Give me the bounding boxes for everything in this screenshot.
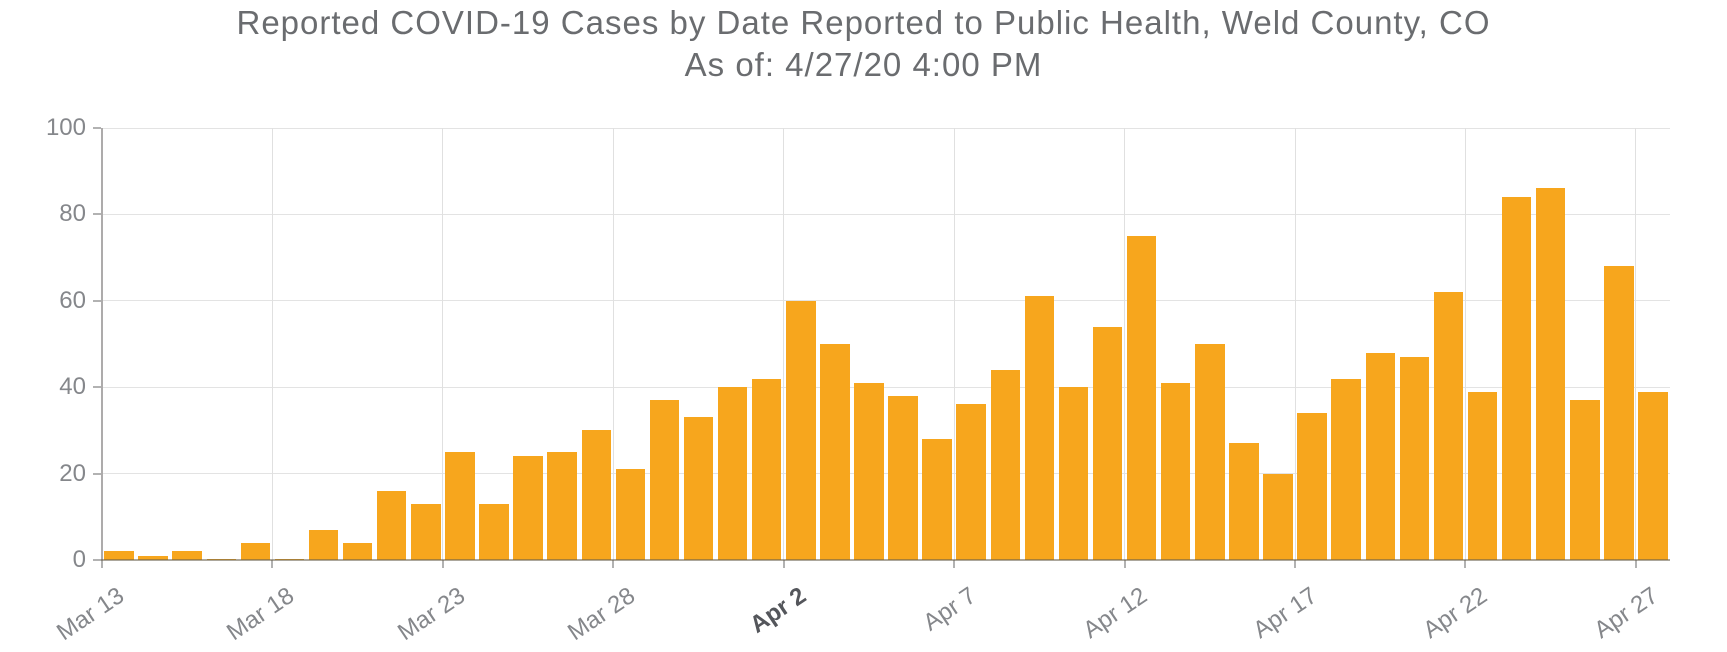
x-tick-mark	[271, 560, 274, 568]
bar-apr-23	[1501, 197, 1532, 560]
chart-title-block: Reported COVID-19 Cases by Date Reported…	[0, 2, 1727, 86]
x-gridline	[953, 128, 955, 560]
bar-apr-26	[1604, 266, 1634, 560]
plot-area: 0 20 40 60 80 100 Mar 13 Mar 18 Mar 23 Mar 28 Apr …	[46, 115, 1670, 646]
x-tick-mark	[1294, 560, 1297, 568]
x-gridline	[783, 128, 785, 560]
bar-apr-27	[1638, 391, 1668, 560]
y-tick-mark	[93, 559, 101, 561]
bar-mar-30	[683, 417, 714, 560]
y-tick-label: 40	[59, 373, 86, 401]
bar-apr-12	[1126, 236, 1157, 560]
bar-apr-10	[1058, 387, 1089, 560]
y-tick-mark	[93, 472, 101, 475]
x-gridline	[1124, 128, 1126, 560]
x-tick-mark	[782, 560, 785, 568]
bar-apr-17	[1297, 413, 1327, 560]
bar-apr-24	[1535, 188, 1566, 560]
x-axis-line	[101, 559, 1670, 561]
bar-apr-16	[1263, 473, 1293, 560]
y-tick-label: 60	[59, 286, 86, 314]
y-tick-label: 80	[59, 200, 86, 228]
y-tick-mark	[93, 127, 101, 129]
x-gridline	[1464, 128, 1466, 560]
bar-apr-11	[1092, 326, 1123, 560]
bar-apr-7	[956, 404, 986, 560]
bar-mar-23	[445, 452, 475, 560]
bar-mar-21	[376, 490, 407, 560]
bar-mar-19	[308, 529, 339, 560]
bar-mar-17	[240, 542, 271, 560]
x-gridline	[271, 128, 273, 560]
chart-subtitle: As of: 4/27/20 4:00 PM	[684, 46, 1043, 83]
x-tick-mark	[953, 560, 956, 568]
y-tick-mark	[93, 386, 101, 389]
y-tick-mark	[93, 299, 101, 302]
x-gridline	[1294, 128, 1296, 560]
bar-apr-13	[1160, 382, 1191, 560]
x-tick-mark	[1634, 560, 1637, 568]
y-tick-label: 100	[45, 114, 86, 141]
bar-mar-26	[547, 452, 577, 560]
bar-apr-4	[854, 382, 884, 560]
bar-apr-6	[922, 439, 952, 560]
y-tick-label: 20	[59, 459, 86, 487]
bar-apr-25	[1570, 400, 1600, 560]
bar-mar-14	[138, 555, 168, 560]
bar-mar-20	[342, 542, 373, 560]
bar-apr-14	[1195, 344, 1225, 560]
bar-mar-31	[717, 387, 748, 560]
y-gridline	[102, 386, 1670, 388]
bar-apr-21	[1433, 292, 1464, 560]
bar-mar-22	[411, 503, 441, 560]
bar-apr-5	[888, 395, 918, 560]
bar-mar-15	[172, 551, 202, 560]
bar-apr-15	[1229, 443, 1259, 560]
bar-apr-9	[1024, 296, 1055, 560]
y-axis-line	[101, 128, 103, 560]
x-tick-label: Mar 13	[52, 582, 130, 647]
bar-apr-8	[990, 369, 1021, 560]
x-tick-mark	[612, 560, 615, 568]
y-gridline	[102, 473, 1670, 475]
y-gridline	[102, 300, 1670, 302]
bar-mar-24	[479, 503, 509, 560]
bar-apr-19	[1365, 352, 1395, 560]
y-gridline	[102, 213, 1670, 215]
bar-mar-13	[104, 551, 134, 560]
bar-apr-22	[1467, 391, 1498, 560]
chart-title: Reported COVID-19 Cases by Date Reported…	[236, 4, 1491, 41]
y-tick-mark	[93, 213, 101, 216]
bar-apr-1	[751, 378, 782, 560]
y-gridline	[102, 127, 1670, 129]
x-tick-mark	[1464, 560, 1467, 568]
bar-apr-18	[1331, 378, 1361, 560]
bar-mar-25	[513, 456, 543, 560]
y-tick-label: 0	[72, 546, 86, 573]
bar-apr-2	[786, 300, 816, 560]
x-tick-mark	[1123, 560, 1126, 568]
bar-mar-27	[581, 430, 611, 560]
x-gridline	[1635, 128, 1637, 560]
x-gridline	[442, 128, 444, 560]
bar-mar-28	[615, 469, 646, 560]
x-tick-mark	[441, 560, 444, 568]
bar-apr-3	[820, 344, 850, 560]
x-tick-mark	[101, 560, 103, 568]
x-gridline	[612, 128, 614, 560]
bar-mar-29	[649, 400, 680, 560]
bar-apr-20	[1399, 356, 1430, 560]
